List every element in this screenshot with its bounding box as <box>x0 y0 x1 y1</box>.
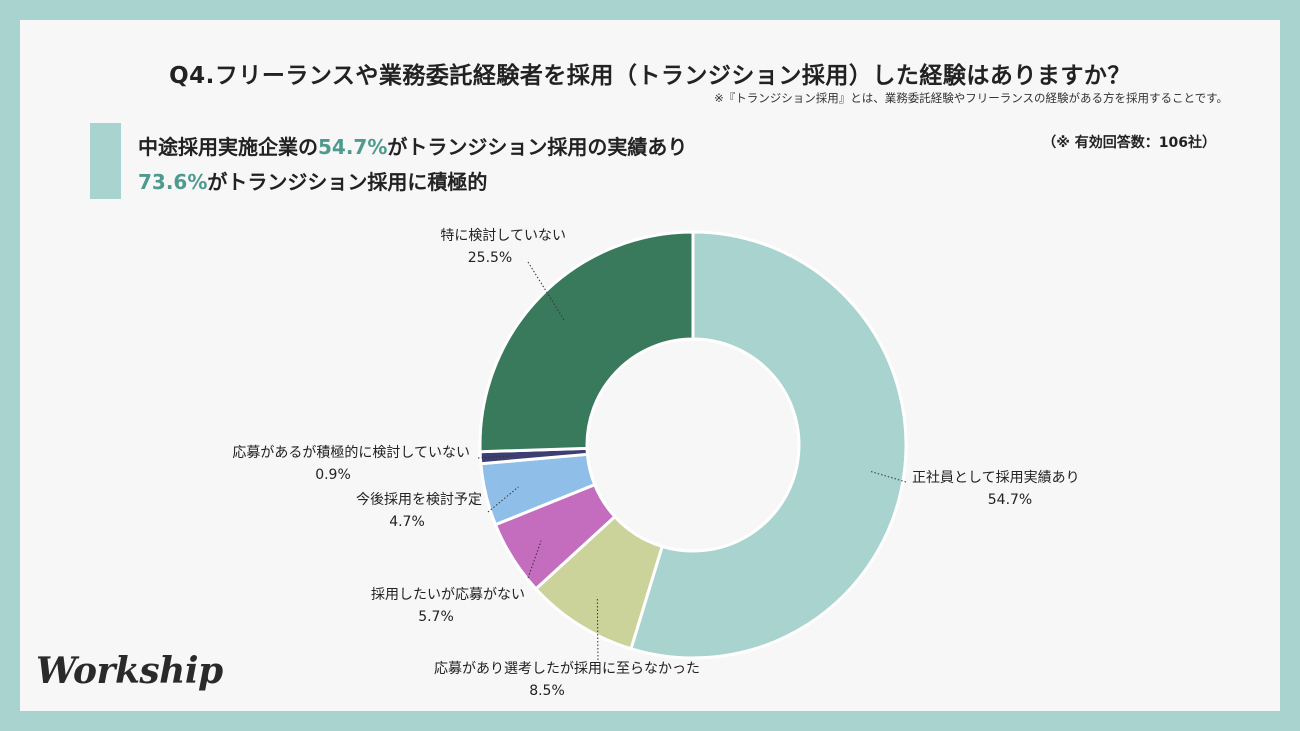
slice-value-3: 5.7% <box>418 609 454 625</box>
slice-label-3: 採用したいが応募がない <box>371 587 525 603</box>
slice-label-6: 特に検討していない <box>440 228 566 244</box>
respondent-count: （※ 有効回答数：106社） <box>1042 135 1216 151</box>
slice-value-1: 54.7% <box>988 492 1032 508</box>
slice-value-4: 4.7% <box>389 514 425 530</box>
accent-bar <box>90 123 121 199</box>
leader-line-3 <box>527 540 542 579</box>
headline-2-post: がトランジション採用に積極的 <box>207 170 488 194</box>
leader-line-5 <box>477 455 514 459</box>
slice-label-4: 今後採用を検討予定 <box>356 492 482 508</box>
slice-value-5: 0.9% <box>315 467 351 483</box>
leader-line-4 <box>487 486 519 513</box>
headline-1-highlight: 54.7% <box>318 135 388 159</box>
slice-label-1: 正社員として採用実績あり <box>912 470 1080 486</box>
leader-line-2 <box>596 596 599 661</box>
slice-value-6: 25.5% <box>468 250 512 266</box>
leader-line-1 <box>870 470 907 483</box>
headline-2-highlight: 73.6% <box>138 170 208 194</box>
headline-1-post: がトランジション採用の実績あり <box>387 135 688 159</box>
headline-line-1: 中途採用実施企業の54.7%がトランジション採用の実績あり <box>138 131 687 160</box>
donut-slice-1 <box>629 230 908 660</box>
slice-label-5: 応募があるが積極的に検討していない <box>232 445 470 461</box>
definition-note: ※『トランジション採用』とは、業務委託経験やフリーランスの経験がある方を採用する… <box>714 91 1228 105</box>
slice-label-2: 応募があり選考したが採用に至らなかった <box>434 661 700 677</box>
headline-line-2: 73.6%がトランジション採用に積極的 <box>138 166 487 195</box>
workship-logo: Workship <box>36 650 223 692</box>
donut-slice-6 <box>478 230 695 454</box>
chart-title: Q4.フリーランスや業務委託経験者を採用（トランジション採用）した経験はあります… <box>169 63 1131 89</box>
slice-value-2: 8.5% <box>529 683 565 699</box>
leader-line-6 <box>527 261 565 321</box>
headline-1-pre: 中途採用実施企業の <box>138 135 318 159</box>
